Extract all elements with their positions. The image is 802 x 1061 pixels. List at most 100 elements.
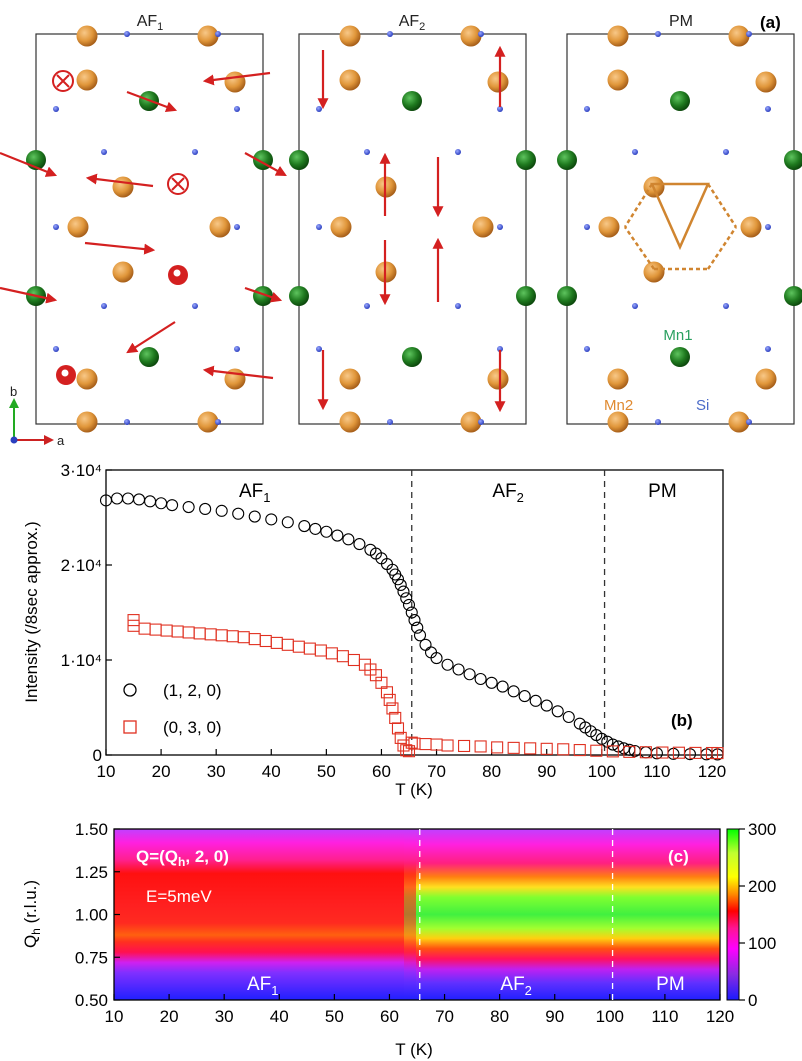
colorbar-ticks: 0 100 200 300 [739,820,776,1010]
mn2-atom [728,411,750,433]
mn1-atom [557,286,577,306]
colorbar-tick-label: 100 [748,934,776,953]
y-axis-label-b: Intensity (/8sec approx.) [22,521,41,702]
data-point [248,633,261,646]
label-si: Si [696,397,709,414]
legend-label-120: (1, 2, 0) [163,681,222,700]
data-point [394,578,407,592]
series-layer-b [99,492,724,761]
mn1-atom [402,347,422,367]
si-atom [584,106,590,112]
si-atom [655,31,661,37]
si-atom [53,346,59,352]
mn2-atom [487,71,509,93]
data-point [303,642,316,655]
si-atom [765,224,771,230]
mn2-atom [76,25,98,47]
data-point [121,492,135,505]
data-point [281,516,294,529]
mn1-atom [516,150,536,170]
si-atom [234,224,240,230]
y-axis-label-c: Qh (r.l.u.) [21,880,43,948]
si-atom [478,31,484,37]
heatmap [114,829,720,1000]
si-atom [192,303,198,309]
si-atom [234,346,240,352]
y-tick-label: 1.00 [75,906,108,925]
x-axis-label-b: T (K) [395,780,432,799]
data-point [383,693,396,706]
data-point [562,710,575,724]
phase-label: PM [656,974,685,995]
data-point [400,592,413,605]
cross-icon [56,74,70,88]
x-tick-label: 110 [651,1007,678,1026]
data-point [391,573,405,586]
data-point [411,621,424,634]
moment-arrow [244,152,287,177]
dot-icon [61,369,69,377]
data-point [325,647,338,660]
si-atom [723,149,729,155]
si-atom [497,224,503,230]
data-point [405,736,418,749]
mn2-atom [755,368,777,390]
data-point [551,705,564,718]
x-tick-label: 80 [490,1007,509,1026]
data-point [248,510,261,523]
si-atom [478,419,484,425]
mn2-triangle [623,182,738,271]
data-point [463,668,476,681]
si-atom [387,31,393,37]
data-point [413,629,427,642]
y-tick-label: 2·10⁴ [61,556,102,575]
data-point [204,628,217,641]
panel-c-label: (c) [668,847,689,866]
heatmap-transition [388,829,416,1000]
data-point [430,738,443,751]
mn1-atom [402,91,422,111]
data-point [606,738,619,751]
moment-arrow [0,286,58,304]
data-point [419,738,432,751]
colorbar-tick-label: 200 [748,877,776,896]
mn2-atom [472,216,494,238]
si-atom [364,303,370,309]
phase-labels-c: AF1 AF2 PM [247,974,685,998]
data-point [199,502,212,516]
legend-label-030: (0, 3, 0) [163,718,222,737]
data-point [441,658,454,671]
data-point [397,585,410,598]
x-tick-label: 90 [537,762,556,781]
data-point [430,652,443,665]
data-point [342,533,355,546]
x-tick-label: 20 [160,1007,179,1026]
mn2-atom [339,368,361,390]
data-point [402,598,416,611]
data-point [171,625,184,638]
x-tick-label: 40 [270,1007,289,1026]
data-point [441,739,454,752]
si-atom [584,224,590,230]
si-atom [765,346,771,352]
data-point [215,629,228,642]
mn1-atom [670,347,690,367]
data-point [138,622,151,635]
x-tick-label: 30 [215,1007,234,1026]
x-tick-label: 10 [105,1007,124,1026]
annotation-e: E=5meV [146,887,212,906]
data-point [347,653,360,667]
colorbar-tick-label: 0 [748,991,757,1010]
si-atom [101,303,107,309]
x-tick-label: 120 [698,762,726,781]
data-point [144,495,157,508]
data-point [259,634,272,648]
data-point [133,493,146,506]
mn2-atom [330,216,352,238]
mn2-atom [607,368,629,390]
x-tick-label: 60 [380,1007,399,1026]
data-point [182,626,195,639]
si-atom [316,346,322,352]
phase-label: AF1 [247,974,279,998]
